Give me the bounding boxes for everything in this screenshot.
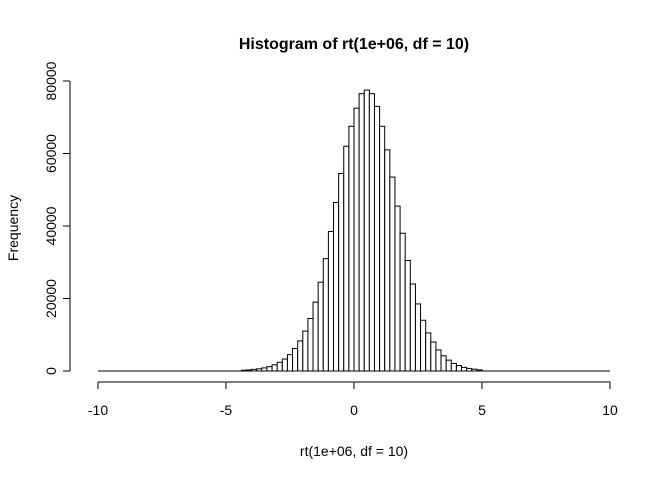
histogram-bar	[333, 201, 340, 372]
histogram-bar	[394, 205, 401, 372]
histogram-bars	[98, 89, 610, 372]
y-tick-label: 60000	[43, 134, 59, 173]
chart-title: Histogram of rt(1e+06, df = 10)	[239, 36, 469, 53]
y-tick-label: 0	[43, 367, 59, 375]
histogram-bar	[281, 358, 288, 372]
histogram-bar	[389, 176, 396, 372]
histogram-bar	[302, 330, 309, 372]
histogram-bar	[461, 366, 468, 372]
histogram-bar	[455, 365, 463, 372]
histogram-bar	[307, 317, 314, 372]
histogram-bar	[384, 149, 391, 372]
x-tick-label: 0	[350, 402, 358, 418]
histogram-bar	[338, 172, 345, 372]
y-axis: 0 20000 40000 60000 80000	[43, 61, 71, 375]
histogram-bar	[343, 145, 350, 372]
histogram-bar	[271, 364, 278, 372]
histogram-bar	[450, 362, 457, 372]
histogram-bar	[445, 359, 452, 372]
histogram-bar	[404, 259, 411, 372]
histogram-bar	[292, 348, 299, 372]
y-axis-label: Frequency	[5, 195, 21, 261]
histogram-bar	[327, 230, 335, 372]
histogram-bar	[409, 283, 416, 372]
histogram-bar	[322, 258, 329, 372]
histogram-bar	[348, 125, 355, 372]
histogram-bar	[353, 107, 360, 372]
histogram-bar	[286, 354, 294, 372]
y-tick-label: 80000	[43, 61, 59, 100]
histogram-bar	[379, 125, 386, 372]
x-axis: -10 -5 0 5 10	[88, 381, 618, 418]
histogram-bar	[317, 281, 324, 372]
histogram-bar	[420, 319, 427, 372]
histogram-bar	[266, 366, 273, 372]
y-tick-label: 20000	[43, 279, 59, 318]
histogram-bar	[276, 361, 283, 372]
histogram-bar	[358, 93, 365, 372]
histogram-bar	[368, 93, 375, 372]
histogram-bar	[297, 340, 304, 372]
histogram-bar	[373, 105, 381, 372]
x-tick-label: -10	[88, 402, 108, 418]
x-tick-label: 5	[478, 402, 486, 418]
histogram-bar	[425, 332, 432, 372]
histogram-bar	[414, 303, 422, 372]
histogram-bar	[312, 301, 319, 372]
x-tick-label: 10	[602, 402, 618, 418]
histogram-bar	[399, 232, 406, 372]
histogram-bar	[440, 355, 447, 372]
histogram-bar	[435, 349, 442, 372]
x-axis-label: rt(1e+06, df = 10)	[300, 443, 408, 459]
x-tick-label: -5	[220, 402, 233, 418]
y-tick-label: 40000	[43, 206, 59, 245]
histogram-bar	[430, 341, 437, 372]
histogram-bar	[363, 89, 370, 372]
